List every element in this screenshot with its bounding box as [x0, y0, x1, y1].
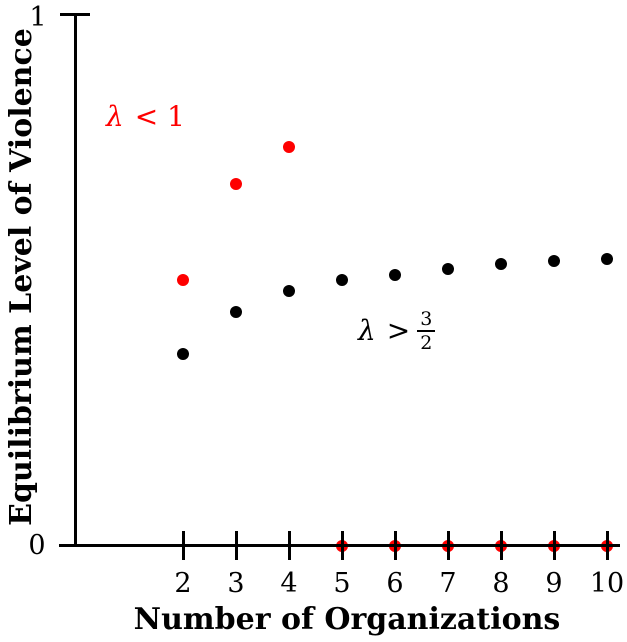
x-tick-mark [393, 531, 397, 560]
x-tick-mark [234, 531, 238, 560]
x-tick-label: 8 [492, 568, 510, 599]
annotation-lambda-gt-3-2: λ > 3 2 [358, 309, 436, 354]
x-tick-mark [340, 531, 344, 560]
annotation-lambda-lt-1: λ < 1 [106, 100, 185, 134]
x-tick-label: 4 [280, 568, 298, 599]
x-tick-mark [181, 531, 185, 560]
x-tick-label: 6 [386, 568, 404, 599]
x-tick-mark [287, 531, 291, 560]
y-tick-mark-1 [60, 13, 90, 16]
x-tick-mark [499, 531, 503, 560]
lambda-symbol: λ [358, 314, 376, 347]
x-tick-label: 10 [589, 568, 625, 599]
data-point [230, 305, 242, 318]
data-point [442, 263, 454, 276]
data-point [601, 252, 613, 265]
data-point [230, 178, 242, 191]
data-point [283, 141, 295, 154]
data-point [177, 348, 189, 361]
y-tick-label-0: 0 [28, 530, 46, 561]
x-tick-label: 9 [545, 568, 563, 599]
x-tick-label: 2 [174, 568, 192, 599]
x-tick-mark [446, 531, 450, 560]
fraction-denominator: 2 [420, 332, 433, 354]
x-tick-mark [552, 531, 556, 560]
x-axis-line [59, 544, 620, 547]
data-point [336, 274, 348, 286]
x-tick-mark [605, 531, 609, 560]
annotation-relation: > [386, 314, 411, 347]
fraction-numerator: 3 [417, 309, 436, 332]
x-tick-label: 3 [227, 568, 245, 599]
lambda-symbol: λ [106, 100, 124, 133]
data-point [389, 268, 401, 281]
x-axis-title: Number of Organizations [133, 602, 561, 637]
x-tick-label: 7 [439, 568, 457, 599]
data-point [283, 284, 295, 297]
annotation-relation: < 1 [134, 100, 185, 133]
y-axis-title: Equilibrium Level of Violence [4, 28, 39, 526]
data-point [495, 258, 507, 271]
fraction-three-halves: 3 2 [417, 309, 436, 354]
data-point [548, 255, 560, 268]
data-point [177, 274, 189, 286]
y-axis-line [74, 13, 77, 546]
x-tick-label: 5 [333, 568, 351, 599]
y-tick-label-1: 1 [29, 2, 47, 33]
